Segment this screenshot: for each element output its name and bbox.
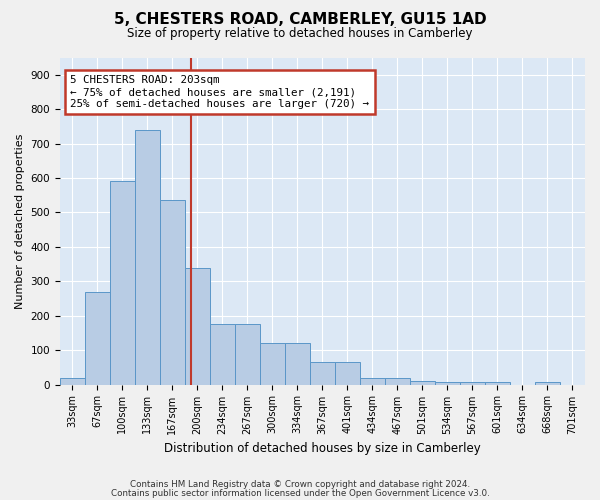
Bar (260, 344, 285, 384)
Bar (85, 292, 110, 384)
Bar (460, 382, 485, 384)
Text: Contains HM Land Registry data © Crown copyright and database right 2024.: Contains HM Land Registry data © Crown c… (130, 480, 470, 489)
Bar (60, 378, 85, 384)
Bar (235, 324, 260, 384)
Y-axis label: Number of detached properties: Number of detached properties (15, 134, 25, 308)
Bar (435, 382, 460, 384)
Text: Size of property relative to detached houses in Camberley: Size of property relative to detached ho… (127, 28, 473, 40)
Bar (110, 182, 135, 384)
Text: 5 CHESTERS ROAD: 203sqm
← 75% of detached houses are smaller (2,191)
25% of semi: 5 CHESTERS ROAD: 203sqm ← 75% of detache… (70, 76, 370, 108)
Bar (210, 324, 235, 384)
Bar (385, 378, 410, 384)
Bar (310, 362, 335, 384)
Bar (410, 381, 435, 384)
Bar (485, 382, 510, 384)
X-axis label: Distribution of detached houses by size in Camberley: Distribution of detached houses by size … (164, 442, 481, 455)
Text: 5, CHESTERS ROAD, CAMBERLEY, GU15 1AD: 5, CHESTERS ROAD, CAMBERLEY, GU15 1AD (113, 12, 487, 28)
Bar (160, 200, 185, 384)
Bar (360, 378, 385, 384)
Bar (285, 344, 310, 384)
Bar (135, 130, 160, 384)
Bar (535, 382, 560, 384)
Bar (335, 362, 360, 384)
Text: Contains public sector information licensed under the Open Government Licence v3: Contains public sector information licen… (110, 489, 490, 498)
Bar (185, 268, 210, 384)
